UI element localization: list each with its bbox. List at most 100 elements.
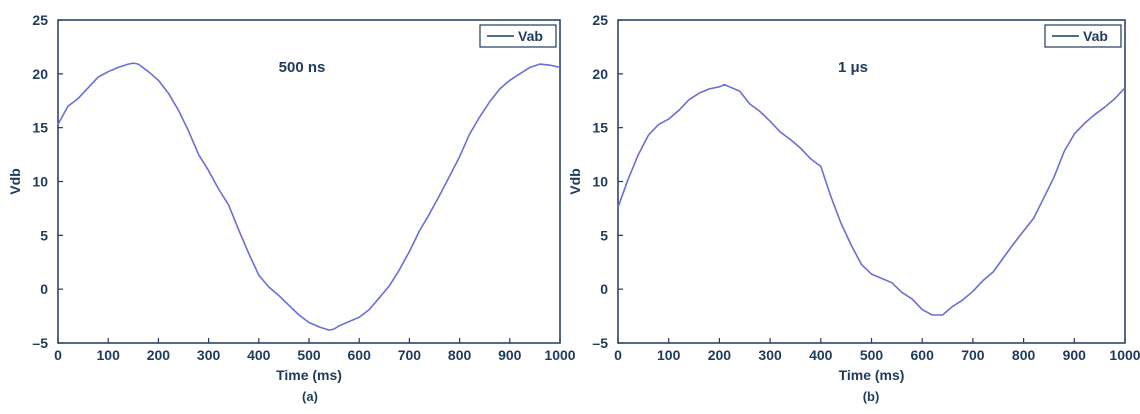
data-point: [749, 103, 750, 104]
data-point: [648, 135, 649, 136]
plot-frame: [617, 19, 1126, 344]
data-point: [719, 86, 720, 87]
data-point: [724, 84, 725, 85]
data-point: [238, 229, 239, 230]
x-tick-label: 600: [348, 347, 372, 363]
data-point: [148, 71, 149, 72]
data-point: [449, 176, 450, 177]
series-line-vab: [57, 62, 561, 331]
data-point: [830, 196, 831, 197]
data-point: [739, 90, 740, 91]
y-tick-label: –5: [32, 335, 48, 351]
data-point: [1104, 107, 1105, 108]
data-point: [248, 253, 249, 254]
data-point: [911, 298, 912, 299]
data-point: [871, 273, 872, 274]
x-tick-label: 500: [297, 347, 321, 363]
data-point: [489, 101, 490, 102]
legend-entry: Vab: [518, 28, 543, 44]
data-point: [709, 88, 710, 89]
data-point: [419, 230, 420, 231]
legend: Vab: [479, 24, 557, 48]
data-point: [339, 325, 340, 326]
data-point: [932, 314, 933, 315]
data-point: [379, 297, 380, 298]
data-point: [118, 67, 119, 68]
data-point: [668, 118, 669, 119]
data-point: [439, 195, 440, 196]
data-point: [1003, 257, 1004, 258]
data-point: [57, 124, 58, 125]
data-point: [308, 322, 309, 323]
data-point: [218, 188, 219, 189]
x-tick-label: 700: [398, 347, 422, 363]
data-point: [770, 121, 771, 122]
data-point: [128, 64, 129, 65]
data-point: [1013, 243, 1014, 244]
data-point: [962, 299, 963, 300]
data-point: [158, 80, 159, 81]
data-point: [1064, 151, 1065, 152]
data-point: [800, 148, 801, 149]
data-point: [1114, 98, 1115, 99]
data-point: [1124, 87, 1125, 88]
data-point: [901, 292, 902, 293]
x-tick-label: 400: [247, 347, 271, 363]
x-tick-label: 200: [708, 347, 732, 363]
data-point: [178, 110, 179, 111]
data-point: [972, 291, 973, 292]
data-point: [499, 88, 500, 89]
y-tick-label: 0: [40, 281, 48, 297]
data-point: [519, 73, 520, 74]
data-point: [1053, 177, 1054, 178]
data-point: [891, 282, 892, 283]
y-axis-label: Vdb: [7, 168, 23, 194]
y-tick-label: 20: [32, 66, 48, 82]
x-tick-label: 0: [614, 347, 622, 363]
data-point: [638, 154, 639, 155]
data-point: [658, 124, 659, 125]
x-tick-label: 500: [860, 347, 884, 363]
data-point: [942, 314, 943, 315]
data-point: [851, 244, 852, 245]
data-point: [98, 76, 99, 77]
y-tick-label: 15: [32, 120, 48, 136]
pulse-width-annotation: 500 ns: [279, 59, 326, 76]
y-tick-label: 10: [592, 174, 608, 190]
data-point: [188, 130, 189, 131]
x-tick-label: 600: [911, 347, 935, 363]
data-point: [369, 309, 370, 310]
pulse-width-annotation: 1 μs: [838, 59, 868, 76]
y-tick-label: 10: [32, 174, 48, 190]
data-point: [790, 139, 791, 140]
x-tick-label: 300: [758, 347, 782, 363]
y-tick-label: 0: [600, 281, 608, 297]
data-point: [208, 170, 209, 171]
x-tick-label: 700: [961, 347, 985, 363]
data-point: [1084, 123, 1085, 124]
data-point: [349, 321, 350, 322]
data-point: [1043, 197, 1044, 198]
data-point: [198, 154, 199, 155]
y-tick-label: 25: [32, 12, 48, 28]
data-point: [409, 251, 410, 252]
y-tick-label: 15: [592, 120, 608, 136]
data-point: [469, 134, 470, 135]
data-point: [258, 275, 259, 276]
data-point: [699, 93, 700, 94]
data-point: [399, 269, 400, 270]
data-point: [77, 98, 78, 99]
data-point: [1023, 230, 1024, 231]
data-point: [993, 271, 994, 272]
data-point: [268, 286, 269, 287]
chart-panel-a: 0 100 200 300 400 500 600 700 800 900 1000 –5 0 5 10 15…: [7, 12, 576, 404]
data-point: [820, 166, 821, 167]
data-point: [509, 80, 510, 81]
y-tick-label: 20: [592, 66, 608, 82]
y-tick-label: 5: [40, 227, 48, 243]
data-point: [389, 285, 390, 286]
y-axis-label: Vdb: [567, 168, 583, 194]
data-point: [628, 179, 629, 180]
data-point: [168, 93, 169, 94]
